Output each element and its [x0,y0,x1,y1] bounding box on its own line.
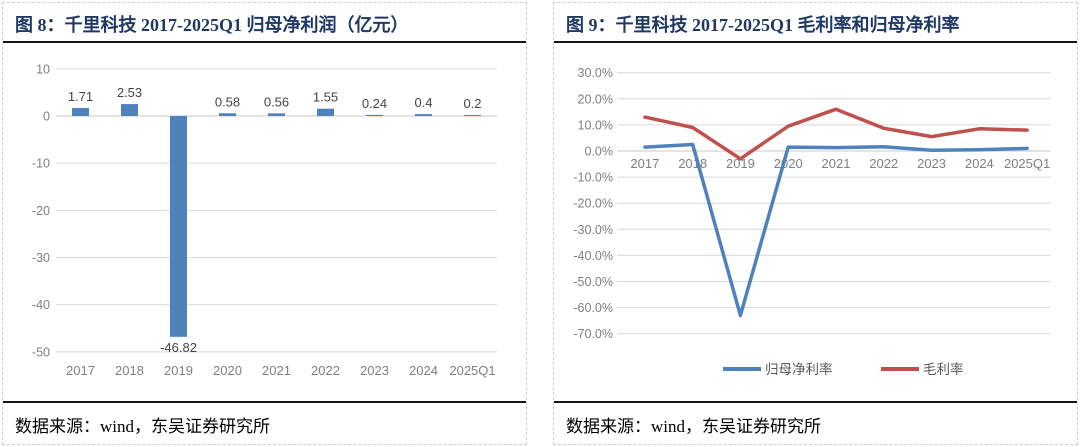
net-profit-bar-chart: 10 0 -10 -20 -30 -40 -50 2017 2018 2019 2020 2021 20… [3,43,526,401]
x-tick-label: 2025Q1 [1004,156,1050,171]
bar-value-label: 0.4 [414,95,432,110]
bar-value-label: 2.53 [117,85,142,100]
y-tick-label: 0.0% [585,145,614,159]
y-tick-label: -10 [32,157,50,171]
line-chart-svg: 30.0% 20.0% 10.0% 0.0% -10.0% -20.0% -30.0% -40… [573,66,1051,377]
x-tick-label: 2022 [869,156,898,171]
series-line-毛利率 [643,107,1029,161]
x-tick-label: 2022 [311,363,340,378]
figure-8-panel: 图 8：千里科技 2017-2025Q1 归母净利润（亿元） 10 0 -10 -20… [2,2,527,445]
y-tick-label: 10.0% [578,118,613,132]
figure-9-source: 数据来源：wind，东吴证券研究所 [554,401,1077,444]
x-tick-label: 2020 [774,156,803,171]
x-tick-label: 2020 [213,363,242,378]
x-tick-label: 2023 [360,363,389,378]
y-tick-label: 10 [36,62,50,76]
x-tick-label: 2023 [917,156,946,171]
y-tick-label: -50.0% [573,275,613,289]
series-line-归母净利率 [643,142,1029,318]
bar-chart-svg: 10 0 -10 -20 -30 -40 -50 2017 2018 2019 2020 2021 20… [32,62,497,378]
bar-value-label: -46.82 [160,340,197,355]
x-tick-label: 2017 [66,363,95,378]
y-tick-label: -20.0% [573,197,613,211]
x-tick-label: 2021 [822,156,851,171]
bar [72,107,89,116]
figure-8-title: 图 8：千里科技 2017-2025Q1 归母净利润（亿元） [3,3,526,43]
x-tick-label: 2024 [965,156,994,171]
y-tick-label: -50 [32,345,50,359]
legend-label: 毛利率 [923,361,964,377]
bar [317,108,334,116]
figure-9-title: 图 9：千里科技 2017-2025Q1 毛利率和归母净利率 [554,3,1077,43]
y-tick-label: -60.0% [573,301,613,315]
y-tick-label: 0 [43,110,50,124]
y-tick-label: -10.0% [573,171,613,185]
x-tick-label: 2024 [409,363,438,378]
bar-value-label: 0.58 [215,94,240,109]
y-tick-label: -40 [32,298,50,312]
bar-value-label: 1.71 [68,89,93,104]
bar [464,115,481,116]
bar-value-label: 0.56 [264,94,289,109]
x-tick-label: 2018 [115,363,144,378]
bar-value-label: 0.24 [362,96,387,111]
x-tick-label: 2017 [630,156,659,171]
y-tick-label: 20.0% [578,92,613,106]
bar-value-label: 1.55 [313,90,338,105]
legend-label: 归母净利率 [765,361,833,377]
y-tick-label: -40.0% [573,249,613,263]
margin-line-chart: 30.0% 20.0% 10.0% 0.0% -10.0% -20.0% -30.0% -40… [554,43,1077,401]
x-tick-label: 2018 [678,156,707,171]
bar [121,104,138,116]
bar [415,114,432,116]
x-tick-label: 2019 [164,363,193,378]
figure-9-panel: 图 9：千里科技 2017-2025Q1 毛利率和归母净利率 30.0% 20.0… [553,2,1078,445]
y-tick-label: 30.0% [578,66,613,80]
x-tick-label: 2021 [262,363,291,378]
y-tick-label: -30 [32,251,50,265]
y-tick-label: -70.0% [573,327,613,341]
x-tick-label: 2025Q1 [449,363,495,378]
y-tick-label: -20 [32,204,50,218]
bar [366,114,383,116]
bar [170,116,187,337]
bar [268,113,285,116]
x-tick-label: 2019 [726,156,755,171]
figure-8-source: 数据来源：wind，东吴证券研究所 [3,401,526,444]
bar-value-label: 0.2 [463,96,481,111]
y-tick-label: -30.0% [573,223,613,237]
bar [219,113,236,116]
